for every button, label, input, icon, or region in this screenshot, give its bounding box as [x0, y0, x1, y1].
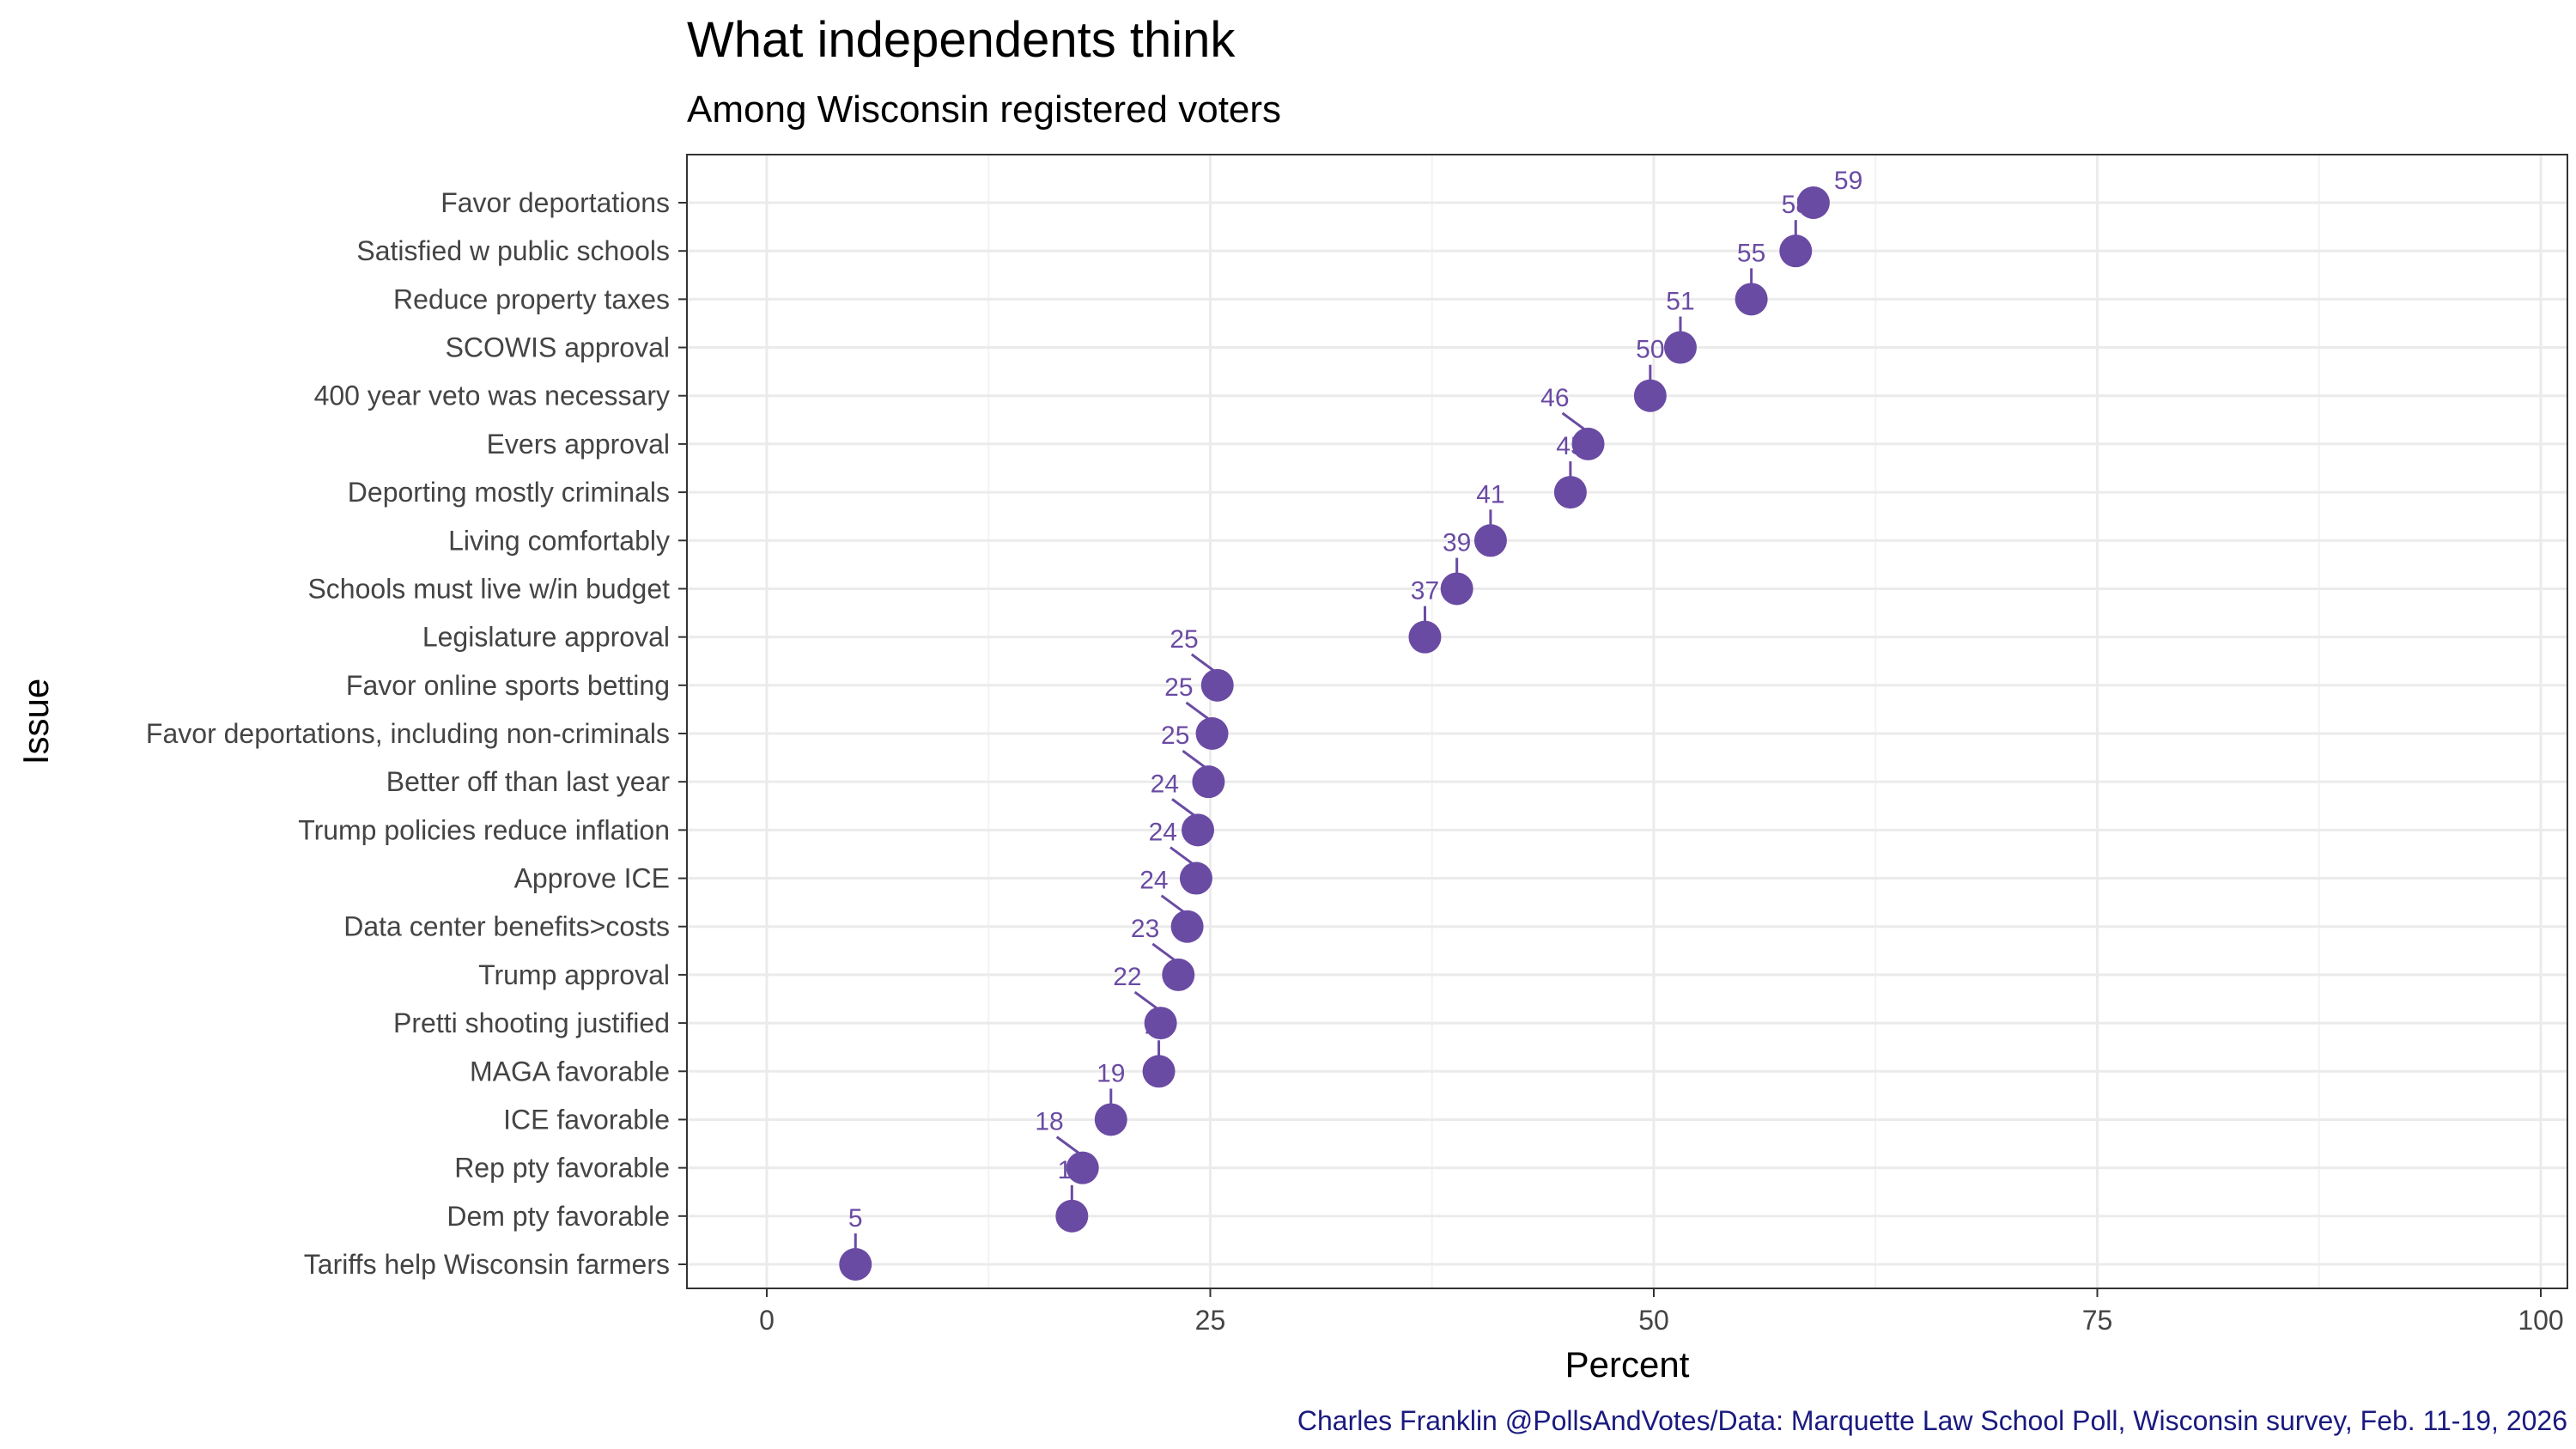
y-tick-label: Schools must live w/in budget: [307, 573, 670, 604]
data-label: 24: [1151, 770, 1179, 798]
x-tick-label: 25: [1195, 1305, 1226, 1336]
y-tick-label: MAGA favorable: [470, 1056, 670, 1087]
x-axis: 0 25 50 75 100: [759, 1288, 2564, 1336]
data-label: 22: [1145, 1011, 1173, 1039]
plot-panel: [687, 155, 2567, 1288]
data-point: [1796, 186, 1830, 219]
data-label: 51: [1666, 288, 1694, 316]
data-point: [1142, 1055, 1176, 1088]
y-tick-label: Favor deportations, including non-crimin…: [146, 718, 670, 749]
y-tick-label: Tariffs help Wisconsin farmers: [304, 1249, 670, 1280]
data-label: 23: [1131, 915, 1159, 943]
data-label: 46: [1540, 384, 1569, 412]
data-label: 41: [1476, 480, 1504, 508]
data-point: [1200, 668, 1234, 702]
x-tick-label: 75: [2082, 1305, 2113, 1336]
chart-caption: Charles Franklin @PollsAndVotes/Data: Ma…: [1297, 1405, 2567, 1436]
data-point: [1195, 717, 1229, 750]
plot-border: [686, 154, 2568, 1289]
data-point: [1663, 331, 1697, 364]
y-axis-title: Issue: [15, 679, 56, 764]
data-point: [1066, 1151, 1099, 1184]
data-point: [1633, 379, 1667, 412]
y-tick-label: Deporting mostly criminals: [348, 477, 670, 508]
data-label: 50: [1636, 336, 1664, 364]
data-point: [1162, 958, 1195, 991]
data-point: [1170, 910, 1204, 943]
y-tick-label: Evers approval: [487, 429, 670, 460]
grid-lines: [687, 155, 2567, 1288]
data-label: 22: [1113, 963, 1141, 991]
x-tick-label: 100: [2518, 1305, 2563, 1336]
data-point: [1192, 765, 1225, 799]
data-label: 39: [1443, 528, 1471, 557]
data-point: [1408, 620, 1442, 654]
y-axis: Favor deportations Satisfied w public sch…: [146, 187, 687, 1280]
y-tick-label: Reduce property taxes: [393, 283, 670, 314]
x-tick-label: 50: [1638, 1305, 1669, 1336]
y-tick-label: Rep pty favorable: [454, 1153, 670, 1184]
data-label: 25: [1170, 625, 1198, 654]
y-tick-label: SCOWIS approval: [446, 332, 670, 363]
y-tick-label: Data center benefits>costs: [343, 911, 670, 942]
data-point: [1571, 427, 1605, 460]
y-tick-label: Pretti shooting justified: [393, 1008, 670, 1038]
x-tick-label: 0: [759, 1305, 775, 1336]
data-point: [1735, 283, 1768, 316]
y-tick-label: Trump policies reduce inflation: [298, 814, 670, 845]
y-tick-label: ICE favorable: [503, 1104, 670, 1135]
data-label: 25: [1164, 673, 1193, 702]
data-label: 19: [1097, 1059, 1125, 1087]
chart-subtitle: Among Wisconsin registered voters: [687, 88, 1281, 131]
data-label: 17: [1058, 1156, 1086, 1184]
y-tick-label: Legislature approval: [422, 622, 670, 653]
data-point: [839, 1248, 872, 1281]
data-label: 59: [1834, 167, 1862, 195]
data-label: 58: [1782, 191, 1810, 219]
data-label: 18: [1035, 1108, 1063, 1136]
data-label: 37: [1411, 577, 1439, 606]
data-point: [1473, 524, 1507, 557]
y-tick-label: Trump approval: [478, 959, 670, 990]
data-point: [1144, 1007, 1177, 1040]
data-label: 25: [1161, 721, 1189, 750]
data-point: [1094, 1103, 1127, 1136]
data-point: [1553, 476, 1587, 509]
data-point: [1179, 861, 1212, 895]
y-tick-label: 400 year veto was necessary: [314, 381, 670, 411]
y-tick-label: Favor deportations: [440, 187, 670, 218]
data-label: 24: [1149, 819, 1177, 847]
data-point: [1055, 1199, 1089, 1233]
data-label: 5: [848, 1204, 863, 1233]
data-point: [1440, 572, 1473, 606]
y-tick-label: Satisfied w public schools: [356, 235, 670, 266]
chart-title: What independents think: [687, 12, 1236, 68]
data-point: [1182, 813, 1215, 847]
data-label: 55: [1737, 239, 1765, 267]
label-connectors: [854, 220, 1797, 1252]
y-tick-label: Approve ICE: [514, 863, 670, 894]
data-label: 45: [1556, 432, 1584, 460]
y-tick-label: Living comfortably: [448, 525, 670, 556]
data-point: [1779, 234, 1813, 268]
data-points: [839, 186, 1830, 1281]
y-tick-label: Better off than last year: [386, 766, 671, 797]
y-tick-label: Dem pty favorable: [447, 1201, 670, 1232]
y-tick-label: Favor online sports betting: [346, 670, 670, 701]
x-axis-title: Percent: [1565, 1344, 1690, 1385]
data-label: 24: [1139, 867, 1168, 895]
